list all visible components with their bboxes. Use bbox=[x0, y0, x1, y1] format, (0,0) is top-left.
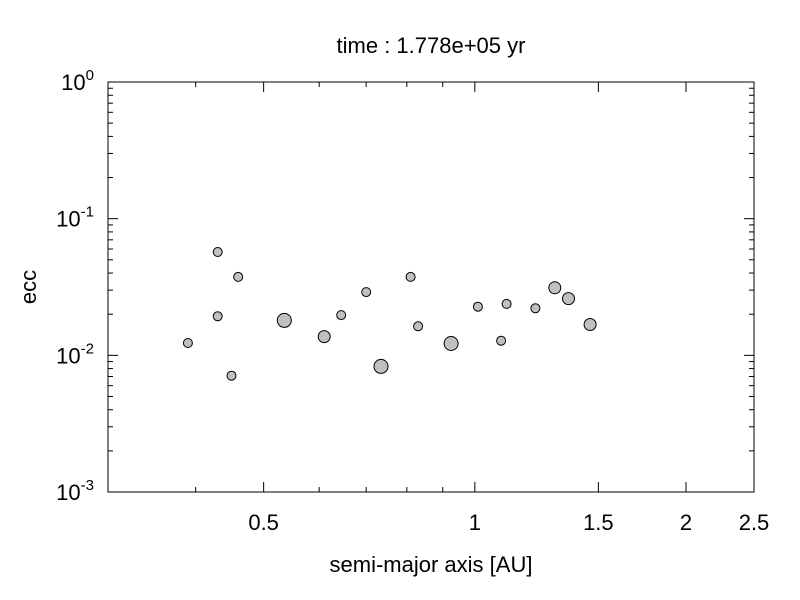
x-tick-label: 2 bbox=[680, 510, 692, 535]
x-tick-label: 1 bbox=[469, 510, 481, 535]
data-point bbox=[405, 271, 416, 282]
y-tick-exponent: -3 bbox=[81, 477, 94, 494]
plot-frame bbox=[107, 81, 755, 493]
data-point bbox=[530, 303, 541, 314]
data-point bbox=[212, 247, 223, 257]
data-point bbox=[336, 310, 347, 321]
data-point bbox=[501, 298, 512, 309]
y-axis-label: ecc bbox=[16, 270, 41, 304]
y-tick-label: 10-2 bbox=[56, 340, 94, 368]
data-point bbox=[182, 338, 193, 348]
y-tick-exponent: -1 bbox=[81, 204, 94, 221]
y-tick-base: 10 bbox=[61, 70, 85, 95]
data-point bbox=[496, 335, 507, 346]
axis-ticks bbox=[108, 81, 754, 493]
chart-title: time : 1.778e+05 yr bbox=[337, 33, 526, 58]
y-tick-base: 10 bbox=[56, 480, 80, 505]
data-point bbox=[212, 311, 223, 322]
data-point bbox=[472, 301, 483, 312]
data-point bbox=[413, 321, 424, 332]
x-tick-label: 0.5 bbox=[248, 510, 279, 535]
data-point bbox=[443, 336, 459, 351]
data-point bbox=[226, 370, 237, 381]
data-point bbox=[583, 318, 597, 331]
y-tick-base: 10 bbox=[56, 207, 80, 232]
y-tick-label: 10-3 bbox=[56, 477, 94, 505]
y-tick-label: 10-1 bbox=[56, 204, 94, 232]
y-tick-exponent: -2 bbox=[81, 340, 94, 357]
data-points bbox=[182, 247, 597, 381]
data-point bbox=[562, 292, 575, 306]
x-tick-label: 1.5 bbox=[583, 510, 614, 535]
data-point bbox=[548, 281, 562, 295]
data-point bbox=[373, 358, 389, 374]
x-axis-label: semi-major axis [AU] bbox=[330, 552, 533, 577]
y-tick-base: 10 bbox=[56, 343, 80, 368]
data-point bbox=[361, 287, 372, 298]
x-tick-label: 2.5 bbox=[739, 510, 770, 535]
y-tick-exponent: 0 bbox=[86, 67, 94, 84]
data-point bbox=[233, 271, 244, 282]
y-tick-label: 100 bbox=[61, 67, 94, 95]
data-point bbox=[317, 330, 331, 344]
data-point bbox=[276, 312, 292, 328]
